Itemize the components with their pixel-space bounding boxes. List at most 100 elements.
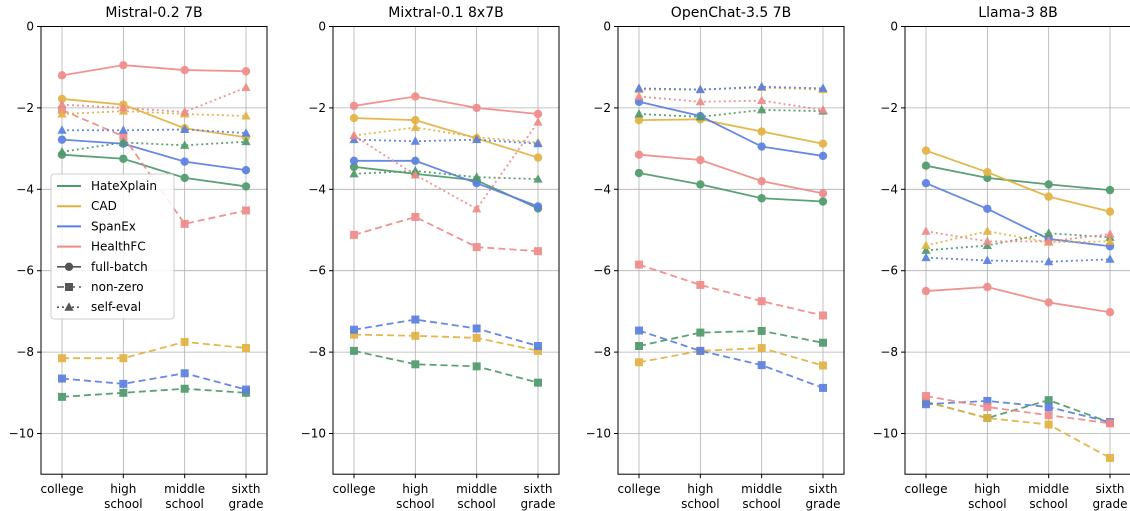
- data-point: [57, 71, 67, 80]
- series-healthfc-self-eval: [634, 91, 828, 114]
- data-point: [534, 378, 542, 387]
- data-point: [533, 202, 543, 211]
- series-healthfc-non-zero: [635, 260, 827, 320]
- data-point: [757, 326, 766, 335]
- data-point: [350, 325, 358, 334]
- series-line: [925, 232, 1111, 252]
- data-point: [1044, 298, 1053, 307]
- panel-title: Llama-3 8B: [978, 5, 1057, 21]
- data-point: [241, 165, 251, 175]
- data-point: [534, 346, 542, 355]
- series-line: [61, 153, 247, 188]
- data-point: [695, 111, 705, 121]
- data-point: [635, 260, 643, 269]
- legend-entry: non-zero: [91, 280, 144, 294]
- series-line: [638, 100, 824, 157]
- data-point: [635, 341, 643, 350]
- data-point: [757, 176, 766, 186]
- series-hatexplain-self-eval: [349, 165, 543, 183]
- y-tick-label: 0: [603, 20, 611, 34]
- series-hatexplain-non-zero: [58, 384, 250, 401]
- data-point: [818, 83, 828, 92]
- data-point: [983, 168, 992, 177]
- series-hatexplain-self-eval: [921, 228, 1115, 254]
- series-line: [925, 182, 1111, 248]
- data-point: [411, 92, 420, 101]
- series-line: [353, 121, 539, 211]
- x-tick-label: sixth: [1096, 482, 1125, 496]
- series-cad-non-zero: [922, 397, 1114, 462]
- data-point: [533, 153, 543, 162]
- series-line: [61, 86, 247, 113]
- series-line: [353, 170, 539, 181]
- data-point: [1105, 236, 1115, 245]
- x-tick-label: grade: [1093, 497, 1128, 511]
- y-tick-label: −8: [308, 345, 326, 359]
- y-tick-label: −2: [593, 101, 611, 115]
- data-point: [349, 168, 359, 178]
- data-point: [983, 414, 992, 423]
- series-healthfc-self-eval: [921, 226, 1115, 245]
- series-spanex-self-eval: [57, 124, 251, 137]
- data-point: [757, 104, 767, 114]
- data-point: [410, 122, 420, 131]
- series-line: [353, 126, 539, 144]
- data-point: [180, 124, 190, 133]
- panel-title: Mistral-0.2 7B: [105, 5, 202, 21]
- data-point: [982, 255, 992, 265]
- series-line: [61, 372, 247, 391]
- series-line: [925, 230, 1111, 243]
- x-tick-label: school: [1029, 497, 1067, 511]
- series-line: [638, 118, 824, 145]
- data-point: [411, 331, 420, 340]
- series-spanex-non-zero: [58, 369, 250, 394]
- legend-entry: CAD: [91, 199, 117, 213]
- series-hatexplain-non-zero: [635, 326, 827, 350]
- data-point: [180, 140, 190, 149]
- data-point: [634, 91, 644, 101]
- y-tick-label: −2: [880, 101, 898, 115]
- x-tick-label: high: [110, 482, 136, 496]
- data-point: [57, 94, 67, 104]
- data-point: [533, 174, 543, 183]
- data-point: [349, 101, 359, 111]
- data-point: [118, 125, 128, 134]
- data-point: [472, 172, 482, 181]
- x-tick-label: high: [974, 482, 1000, 496]
- data-point: [534, 341, 542, 350]
- data-point: [350, 346, 358, 355]
- series-spanex-self-eval: [921, 252, 1115, 266]
- series-line: [353, 138, 539, 145]
- data-point: [57, 99, 67, 109]
- data-point: [757, 127, 766, 136]
- data-point: [757, 361, 766, 370]
- data-point: [472, 134, 482, 144]
- series-line: [353, 333, 539, 352]
- x-tick-label: school: [165, 497, 203, 511]
- data-point: [921, 240, 931, 249]
- series-line: [925, 395, 1111, 425]
- data-point: [982, 226, 992, 235]
- data-point: [119, 154, 128, 163]
- data-point: [635, 358, 643, 367]
- series-line: [638, 85, 824, 91]
- data-point: [57, 146, 67, 156]
- series-cad-full-batch: [349, 113, 543, 162]
- series-line: [925, 400, 1111, 423]
- data-point: [1044, 192, 1053, 201]
- series-line: [925, 164, 1111, 192]
- x-tick-label: school: [742, 497, 780, 511]
- data-point: [411, 115, 420, 125]
- data-point: [634, 168, 644, 178]
- series-healthfc-non-zero: [922, 392, 1114, 428]
- data-point: [241, 182, 251, 191]
- data-point: [180, 157, 189, 166]
- data-point: [534, 247, 542, 256]
- data-point: [533, 138, 543, 148]
- series-line: [925, 400, 1111, 459]
- data-point: [1044, 411, 1053, 420]
- series-healthfc-full-batch: [349, 92, 543, 119]
- series-line: [638, 172, 824, 203]
- y-tick-label: 0: [890, 20, 898, 34]
